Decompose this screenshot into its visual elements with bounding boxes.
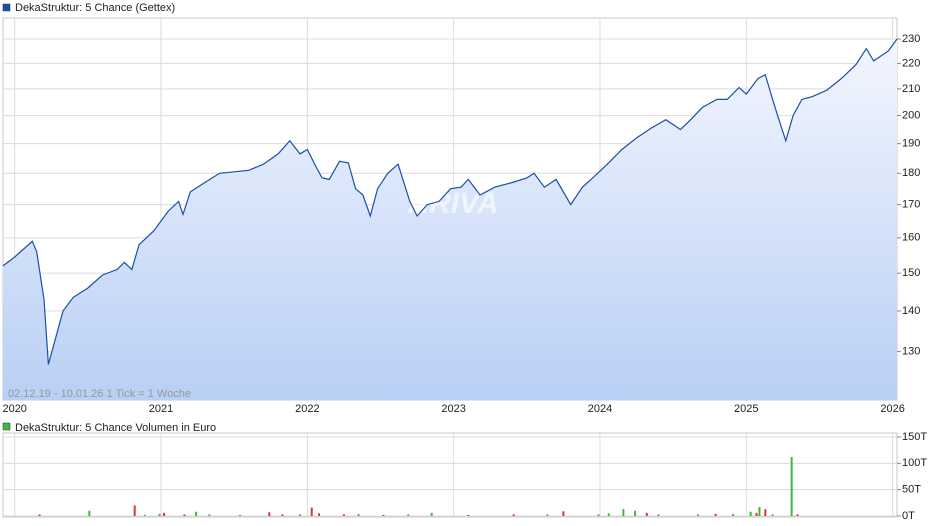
volume-bar	[634, 510, 637, 516]
volume-bar	[162, 512, 165, 516]
y-tick-label: 140	[902, 305, 920, 317]
volume-bar	[38, 514, 41, 516]
volume-bar	[597, 514, 600, 516]
y-tick-label: 0T	[902, 510, 915, 522]
price-chart: 2020 2021 2022 2023 2024 2025 2026 130 140 150 160…	[2, 17, 920, 415]
price-area	[3, 39, 897, 400]
volume-bar	[357, 513, 360, 516]
volume-bar	[208, 514, 211, 516]
plot-frame	[2, 432, 898, 518]
x-tick-label: 2020	[2, 403, 26, 415]
volume-bar	[133, 505, 136, 516]
volume-bar	[771, 514, 774, 516]
x-tick-label: 2025	[734, 403, 758, 415]
volume-bar	[318, 513, 321, 516]
volume-bar	[430, 512, 433, 516]
volume-bar	[195, 511, 198, 516]
chart-title: DekaStruktur: 5 Chance (Gettex)	[15, 2, 175, 14]
price-line	[2, 38, 898, 365]
volume-bar	[88, 510, 91, 516]
y-tick-label: 160	[902, 232, 920, 244]
volume-bar	[607, 513, 610, 516]
volume-bar	[749, 511, 752, 516]
volume-bar	[467, 514, 470, 516]
y-tick-label: 200	[902, 109, 920, 121]
y-tick-label: 190	[902, 138, 920, 150]
x-tick-label: 2021	[149, 403, 173, 415]
y-tick-label: 100T	[902, 457, 927, 469]
y-tick-label: 130	[902, 345, 920, 357]
y-tick-label: 150	[902, 267, 920, 279]
x-tick-label: 2023	[441, 403, 465, 415]
volume-bar	[299, 514, 302, 516]
volume-bar	[645, 512, 648, 516]
y-tick-label: 180	[902, 167, 920, 179]
x-tick-label: 2024	[588, 403, 612, 415]
volume-bar	[158, 513, 161, 516]
volume-bar	[407, 514, 410, 516]
volume-bar	[281, 514, 284, 516]
volume-bar	[697, 514, 700, 516]
volume-bar	[657, 514, 660, 516]
volume-bar	[790, 457, 793, 516]
volume-bar	[512, 514, 515, 516]
y-tick-label: 230	[902, 33, 920, 45]
volume-bar	[239, 514, 242, 516]
volume-bar	[764, 509, 767, 516]
volume-bar	[732, 513, 735, 516]
watermark: ARIVA	[406, 187, 498, 220]
y-tick-label: 150T	[902, 431, 927, 443]
legend-swatch	[2, 3, 11, 12]
y-tick-label: 210	[902, 83, 920, 95]
date-range: 02.12.19 - 10.01.26 1 Tick = 1 Woche	[8, 388, 191, 400]
volume-bar	[310, 507, 313, 516]
volume-bar	[546, 514, 549, 516]
volume-bar	[622, 509, 625, 516]
volume-chart: 0T 50T 100T 150T	[2, 431, 927, 522]
volume-bar	[143, 514, 146, 516]
volume-bar	[183, 514, 186, 516]
volume-bar	[755, 512, 758, 516]
y-tick-label: 170	[902, 199, 920, 211]
volume-bar	[268, 512, 271, 516]
volume-bar	[796, 514, 799, 516]
volume-bar	[714, 513, 717, 516]
chart-title: DekaStruktur: 5 Chance Volumen in Euro	[15, 422, 216, 434]
legend-swatch	[2, 422, 11, 431]
x-tick-label: 2026	[880, 403, 904, 415]
volume-bar	[382, 514, 385, 516]
volume-bar	[758, 507, 761, 516]
volume-bar	[562, 511, 565, 516]
x-tick-label: 2022	[295, 403, 319, 415]
y-tick-label: 50T	[902, 484, 921, 496]
y-tick-label: 220	[902, 57, 920, 69]
volume-bar	[342, 514, 345, 516]
